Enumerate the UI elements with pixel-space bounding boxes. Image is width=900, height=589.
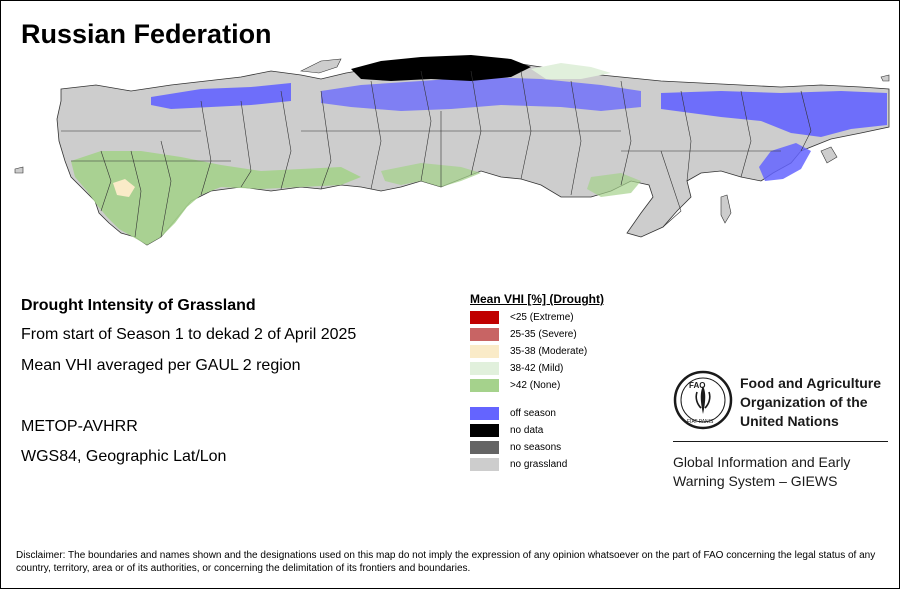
kamchatka-east-coast: [820, 146, 838, 164]
arctic-island: [299, 58, 342, 74]
off-season-north-west: [151, 83, 291, 109]
info-period: From start of Season 1 to dekad 2 of Apr…: [21, 326, 357, 343]
off-season-north-central: [321, 77, 641, 111]
legend-label: no data: [510, 425, 544, 436]
off-season-north-east: [661, 91, 887, 137]
info-method: Mean VHI averaged per GAUL 2 region: [21, 357, 301, 374]
legend-label: off season: [510, 408, 556, 419]
none-drought-southwest: [71, 151, 361, 245]
fao-logo: FAO FIAT PANIS: [673, 370, 733, 430]
legend-label: no seasons: [510, 442, 562, 453]
disclaimer: Disclaimer: The boundaries and names sho…: [16, 550, 876, 574]
sakhalin: [720, 194, 732, 224]
legend-title: Mean VHI [%] (Drought): [470, 292, 604, 306]
map-title: Russian Federation: [21, 19, 272, 49]
organization-divider: [673, 441, 888, 442]
legend-swatch: [470, 407, 499, 420]
legend-swatch: [470, 362, 499, 375]
wrangel-island: [880, 74, 890, 82]
fao-logo-text: FAO: [689, 381, 705, 390]
program-name-line: Warning System – GIEWS: [673, 473, 838, 489]
country-map: [14, 55, 890, 246]
organization-name: Food and Agriculture Organization of the…: [740, 374, 881, 431]
legend-label: no grassland: [510, 459, 568, 470]
legend-swatch: [470, 345, 499, 358]
info-projection: WGS84, Geographic Lat/Lon: [21, 448, 227, 465]
legend-swatch: [470, 424, 499, 437]
kaliningrad: [14, 166, 24, 174]
program-name-line: Global Information and Early: [673, 454, 851, 470]
legend-label: <25 (Extreme): [510, 312, 574, 323]
legend-label: 35-38 (Moderate): [510, 346, 588, 357]
organization-name-line: Organization of the: [740, 394, 868, 410]
legend-swatch: [470, 441, 499, 454]
legend-swatch: [470, 458, 499, 471]
mild-arctic-patch: [531, 63, 611, 79]
legend-label: 38-42 (Mild): [510, 363, 564, 374]
info-heading: Drought Intensity of Grassland: [21, 297, 256, 314]
none-drought-south-central: [381, 163, 481, 187]
off-season-far-east: [759, 143, 811, 181]
legend-label: >42 (None): [510, 380, 561, 391]
legend-swatch: [470, 311, 499, 324]
no-data-arctic: [351, 55, 531, 81]
program-name: Global Information and Early Warning Sys…: [673, 453, 850, 491]
moderate-patch: [113, 179, 135, 197]
region-boundaries: [61, 70, 812, 238]
none-drought-south-east: [587, 173, 641, 197]
info-sensor: METOP-AVHRR: [21, 418, 138, 435]
fao-logo-motto: FIAT PANIS: [687, 419, 714, 425]
organization-name-line: United Nations: [740, 413, 839, 429]
legend-label: 25-35 (Severe): [510, 329, 577, 340]
legend-swatch: [470, 379, 499, 392]
legend-swatch: [470, 328, 499, 341]
organization-name-line: Food and Agriculture: [740, 375, 882, 391]
